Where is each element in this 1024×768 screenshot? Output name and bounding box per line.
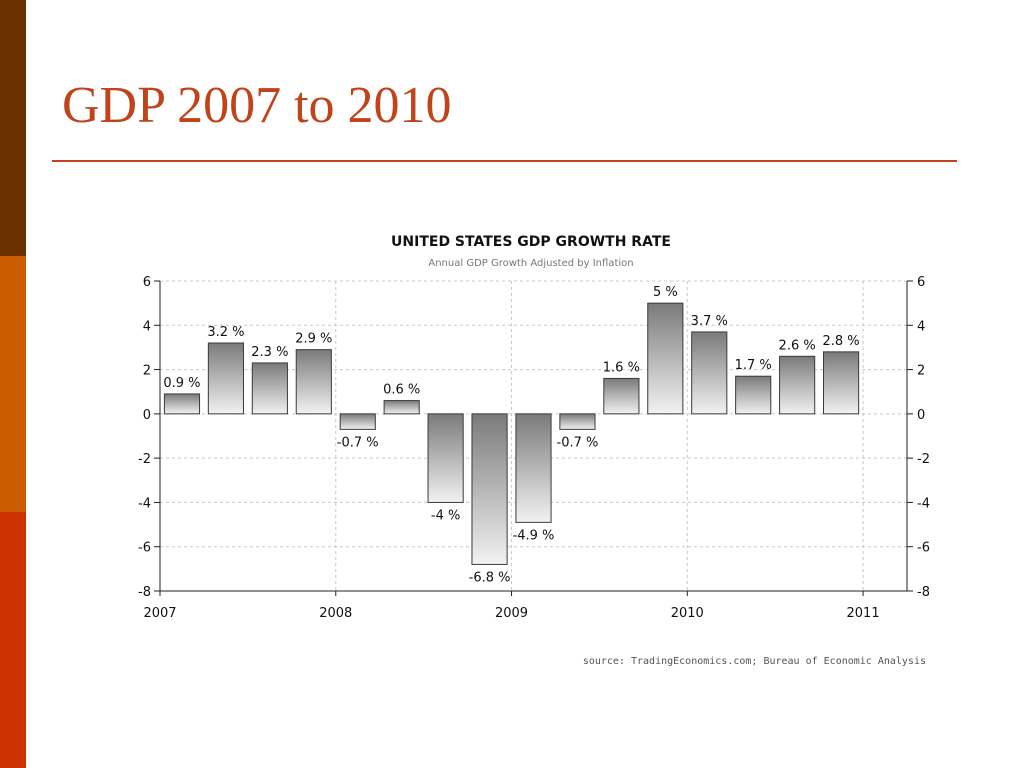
y-tick-label-left: 2 <box>143 364 151 379</box>
bar <box>471 413 508 565</box>
y-tick-label-left: 0 <box>143 408 151 423</box>
y-tick-label-right: 2 <box>917 364 925 379</box>
bars <box>163 302 860 565</box>
x-tick-label: 2009 <box>495 606 528 621</box>
data-label: 3.2 % <box>207 325 244 340</box>
data-label: 0.6 % <box>383 383 420 398</box>
bar <box>691 331 728 415</box>
y-tick-label-right: 6 <box>917 275 925 290</box>
bar <box>735 375 772 415</box>
data-label: 2.3 % <box>251 345 288 360</box>
y-tick-label-right: 4 <box>917 319 925 334</box>
data-label: 1.6 % <box>603 360 640 375</box>
data-label: -4 % <box>431 508 460 523</box>
x-tick-label: 2007 <box>143 606 176 621</box>
y-tick-label-right: -6 <box>917 541 930 556</box>
data-label: 0.9 % <box>163 376 200 391</box>
data-label: -6.8 % <box>469 570 511 585</box>
y-tick-label-right: -8 <box>917 585 930 600</box>
data-label: -0.7 % <box>557 435 599 450</box>
slide-title: GDP 2007 to 2010 <box>62 77 452 134</box>
y-tick-label-left: -2 <box>138 452 151 467</box>
y-tick-label-right: 0 <box>917 408 925 423</box>
bar <box>559 413 596 430</box>
data-labels: 0.9 % 3.2 % 2.3 % 2.9 % -0.7 % 0.6 % -4 % -6.8 … <box>163 285 859 585</box>
x-tick-label: 2011 <box>847 606 880 621</box>
y-tick-label-right: -2 <box>917 452 930 467</box>
bar <box>647 302 684 415</box>
data-label: 3.7 % <box>691 314 728 329</box>
x-tick-label: 2008 <box>319 606 352 621</box>
bar <box>295 349 332 415</box>
y-tick-label-left: 4 <box>143 319 151 334</box>
y-tick-label-left: -4 <box>138 496 151 511</box>
data-label: -4.9 % <box>513 528 555 543</box>
data-label: 5 % <box>653 285 678 300</box>
data-label: 1.7 % <box>735 358 772 373</box>
bar <box>207 342 244 415</box>
stripe-top <box>0 0 26 256</box>
data-label: 2.8 % <box>823 334 860 349</box>
bar <box>603 377 640 415</box>
bar <box>779 355 816 415</box>
data-label: 2.9 % <box>295 332 332 347</box>
y-tick-label-left: 6 <box>143 275 151 290</box>
bar <box>823 351 860 415</box>
y-tick-label-left: -8 <box>138 585 151 600</box>
gdp-chart: UNITED STATES GDP GROWTH RATE Annual GDP… <box>138 234 930 667</box>
bar <box>339 413 376 430</box>
bar <box>163 393 201 415</box>
y-tick-label-right: -4 <box>917 496 930 511</box>
stripe-middle <box>0 256 26 512</box>
chart-subtitle: Annual GDP Growth Adjusted by Inflation <box>428 258 633 269</box>
axes: -8 -8 -6 -6 -4 -4 -2 -2 0 0 2 2 4 4 6 6 2007 2008 2009 2010… <box>138 275 930 621</box>
data-label: 2.6 % <box>779 338 816 353</box>
bar <box>383 400 420 415</box>
bar <box>515 413 552 523</box>
data-label: -0.7 % <box>337 435 379 450</box>
title-rule <box>52 160 957 162</box>
chart-title: UNITED STATES GDP GROWTH RATE <box>391 234 671 250</box>
bar <box>427 413 464 503</box>
bar <box>251 362 288 415</box>
x-tick-label: 2010 <box>671 606 704 621</box>
y-tick-label-left: -6 <box>138 541 151 556</box>
chart-source: source: TradingEconomics.com; Bureau of … <box>583 656 926 667</box>
stripe-bottom <box>0 512 26 768</box>
